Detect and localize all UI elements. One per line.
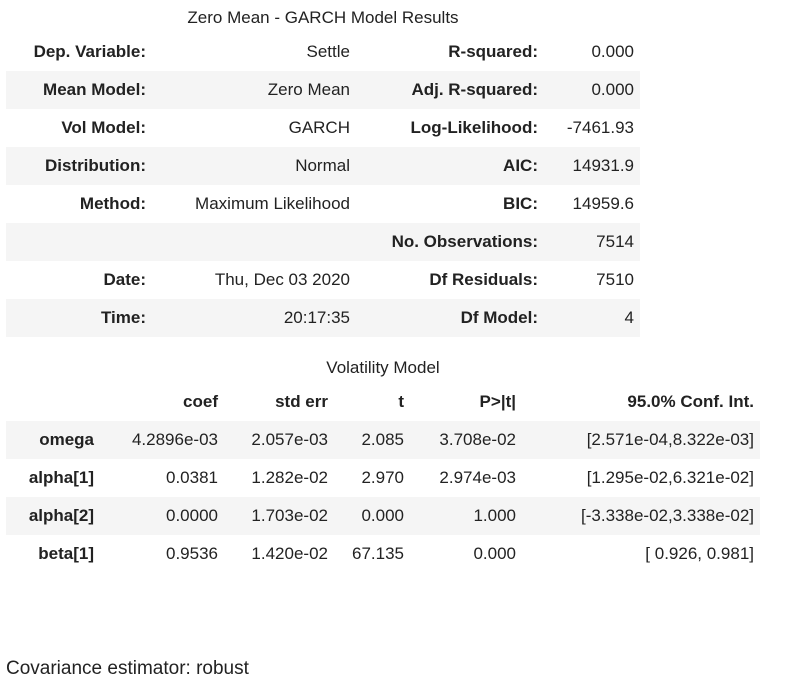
summary-value	[152, 223, 356, 261]
summary-label: Date:	[103, 270, 146, 289]
summary-label: Distribution:	[6, 147, 152, 185]
summary-value: Settle	[306, 42, 350, 61]
p-value-cell: 2.974e-03	[439, 468, 516, 487]
summary-value: 4	[544, 299, 640, 337]
summary-label: Time:	[6, 299, 152, 337]
t-cell: 67.135	[352, 544, 404, 563]
parameter-name: omega	[6, 421, 100, 459]
conf-int-cell: [-3.338e-02,3.338e-02]	[522, 497, 760, 535]
p-value-cell: 1.000	[410, 497, 522, 535]
column-header: t	[398, 392, 404, 411]
coef-cell: 4.2896e-03	[100, 421, 224, 459]
summary-value: 7514	[544, 223, 640, 261]
summary-value: 0.000	[544, 71, 640, 109]
table-row: omega 4.2896e-03 2.057e-03 2.085 3.708e-…	[6, 421, 760, 459]
conf-int-cell: [1.295e-02,6.321e-02]	[586, 468, 754, 487]
summary-row: Vol Model: GARCH Log-Likelihood: -7461.9…	[6, 109, 640, 147]
summary-label: No. Observations:	[356, 223, 544, 261]
coef-cell: 0.9536	[166, 544, 218, 563]
table-row: alpha[2] 0.0000 1.703e-02 0.000 1.000 [-…	[6, 497, 760, 535]
t-cell: 2.970	[361, 468, 404, 487]
column-header: coef	[183, 392, 218, 411]
std-err-cell: 2.057e-03	[224, 421, 334, 459]
summary-row: Mean Model: Zero Mean Adj. R-squared: 0.…	[6, 71, 640, 109]
parameter-name: alpha[1]	[28, 468, 94, 487]
std-err-cell: 1.420e-02	[251, 544, 328, 563]
summary-row: Distribution: Normal AIC: 14931.9	[6, 147, 640, 185]
model-summary-table: Dep. Variable: Settle R-squared: 0.000 M…	[6, 33, 640, 337]
summary-label: Mean Model:	[6, 71, 152, 109]
summary-value: -7461.93	[566, 118, 634, 137]
summary-row: Date: Thu, Dec 03 2020 Df Residuals: 751…	[6, 261, 640, 299]
summary-value: 14931.9	[544, 147, 640, 185]
summary-label: AIC:	[356, 147, 544, 185]
summary-row: Dep. Variable: Settle R-squared: 0.000	[6, 33, 640, 71]
table-row: beta[1] 0.9536 1.420e-02 67.135 0.000 [ …	[6, 535, 760, 573]
summary-label: Df Residuals:	[429, 270, 538, 289]
summary-row: Time: 20:17:35 Df Model: 4	[6, 299, 640, 337]
summary-label: Dep. Variable:	[33, 42, 146, 61]
summary-row: Method: Maximum Likelihood BIC: 14959.6	[6, 185, 640, 223]
summary-value: 20:17:35	[152, 299, 356, 337]
summary-value: GARCH	[288, 118, 350, 137]
summary-label: Method:	[79, 194, 146, 213]
std-err-cell: 1.282e-02	[251, 468, 328, 487]
coef-cell: 0.0381	[166, 468, 218, 487]
summary-value: 14959.6	[572, 194, 634, 213]
covariance-estimator-note: Covariance estimator: robust	[6, 658, 249, 679]
std-err-cell: 1.703e-02	[224, 497, 334, 535]
volatility-model-table: coef std err t P>|t| 95.0% Conf. Int. om…	[6, 383, 760, 573]
conf-int-cell: [2.571e-04,8.322e-03]	[522, 421, 760, 459]
parameter-name: alpha[2]	[6, 497, 100, 535]
column-header: P>|t|	[479, 392, 516, 411]
coef-cell: 0.0000	[100, 497, 224, 535]
conf-int-cell: [ 0.926, 0.981]	[645, 544, 754, 563]
summary-value: Normal	[152, 147, 356, 185]
t-cell: 2.085	[334, 421, 410, 459]
parameter-name: beta[1]	[38, 544, 94, 563]
summary-label: Vol Model:	[61, 118, 146, 137]
summary-label: R-squared:	[448, 42, 538, 61]
summary-value: 7510	[596, 270, 634, 289]
summary-value: Maximum Likelihood	[195, 194, 350, 213]
summary-row: No. Observations: 7514	[6, 223, 640, 261]
table-row: alpha[1] 0.0381 1.282e-02 2.970 2.974e-0…	[6, 459, 760, 497]
summary-label: Df Model:	[356, 299, 544, 337]
volatility-header-row: coef std err t P>|t| 95.0% Conf. Int.	[6, 383, 760, 421]
summary-label: BIC:	[503, 194, 538, 213]
column-header: 95.0% Conf. Int.	[627, 392, 754, 411]
column-header	[6, 383, 100, 421]
t-cell: 0.000	[334, 497, 410, 535]
summary-value: Zero Mean	[152, 71, 356, 109]
summary-label: Adj. R-squared:	[356, 71, 544, 109]
summary-value: 0.000	[591, 42, 634, 61]
volatility-title: Volatility Model	[326, 358, 440, 377]
summary-label: Log-Likelihood:	[410, 118, 538, 137]
summary-value: Thu, Dec 03 2020	[214, 270, 350, 289]
column-header: std err	[275, 392, 328, 411]
p-value-cell: 3.708e-02	[410, 421, 522, 459]
p-value-cell: 0.000	[473, 544, 516, 563]
summary-title: Zero Mean - GARCH Model Results	[187, 8, 459, 27]
summary-label	[6, 223, 152, 261]
